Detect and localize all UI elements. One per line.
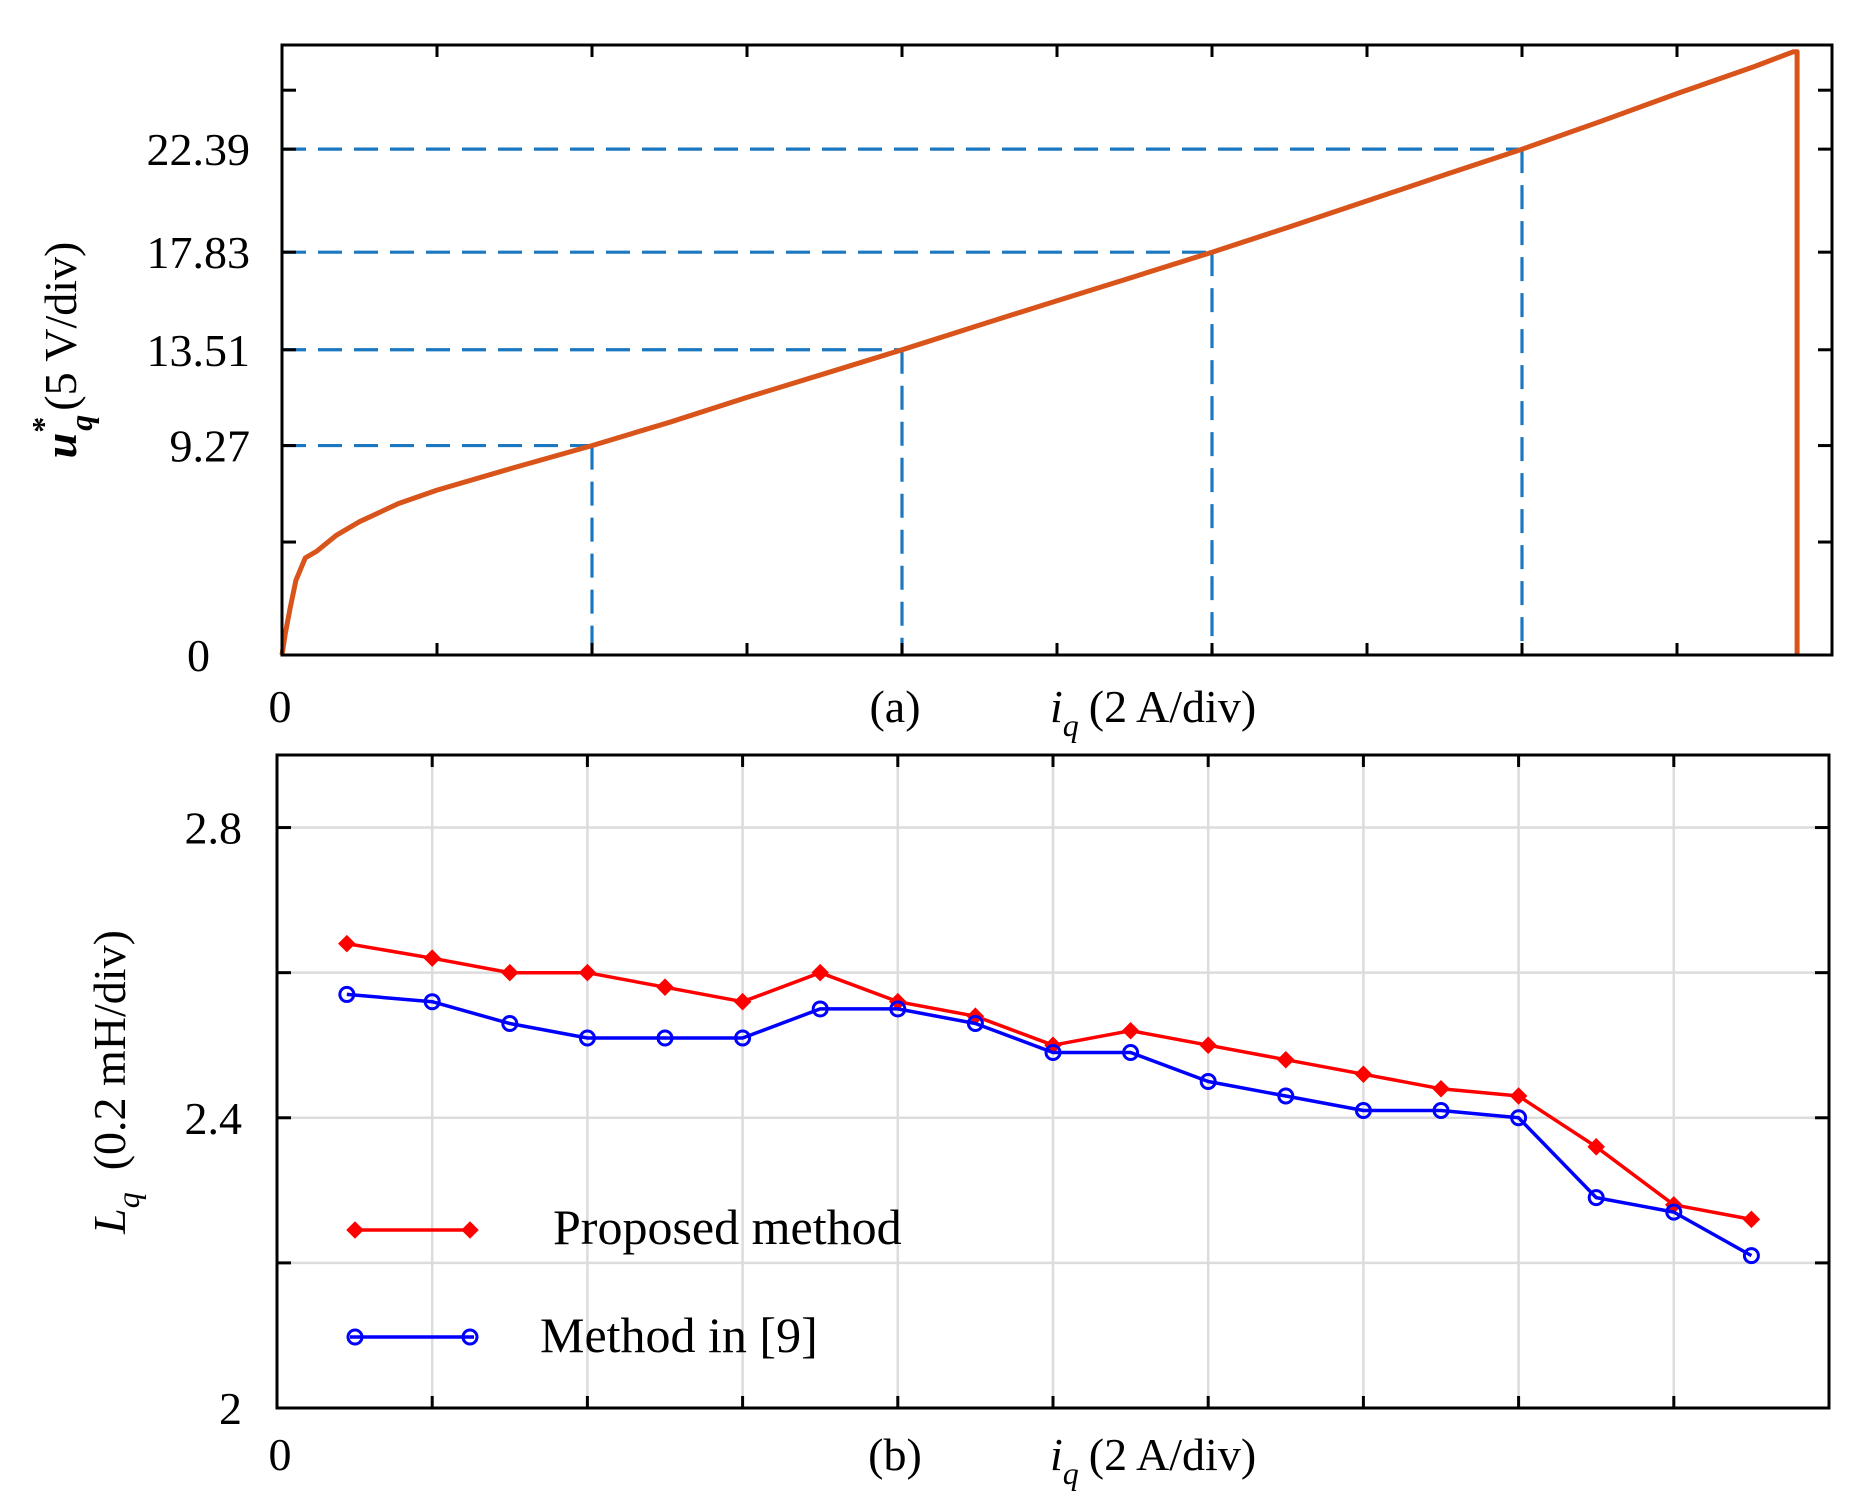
method9-line [346, 992, 1753, 1258]
panel-a-y-tick-label: 9.27 [170, 421, 251, 472]
panel-b-x-label-unit: (2 A/div) [1089, 1429, 1256, 1480]
method9-point [966, 1014, 984, 1032]
panel-a-y-tick-labels: 0 9.27 13.51 17.83 22.39 [147, 124, 251, 681]
panel-b: 22.42.8 0 Lq(0.2 mH/div) (b) iq (2 A/div)… [84, 753, 1831, 1491]
legend-proposed-label: Proposed method [553, 1199, 902, 1255]
panel-a-series [279, 49, 1800, 656]
proposed-method-point [1354, 1065, 1373, 1084]
method9-point [1199, 1073, 1217, 1090]
method9-point [1587, 1189, 1605, 1207]
panel-b-y-label-unit: (0.2 mH/div) [84, 930, 135, 1170]
panel-b-series [338, 934, 1761, 1265]
panel-b-ticks [277, 755, 1829, 1408]
legend-proposed-sample [346, 1221, 479, 1239]
panel-b-y-axis-label: Lq (0.2 mH/div) [84, 930, 146, 1235]
method9-point [656, 1029, 674, 1047]
proposed-method-point [1742, 1210, 1761, 1229]
legend-method9-sample [346, 1328, 479, 1346]
method9-point [1277, 1087, 1295, 1105]
method9-point [1122, 1043, 1140, 1061]
proposed-method-point [1277, 1050, 1295, 1069]
method9-point [338, 985, 356, 1003]
panel-b-y-label-symbol: L [84, 1208, 135, 1235]
method9-point [811, 1000, 829, 1018]
legend-proposed-marker [461, 1221, 479, 1239]
panel-b-y-tick-label: 2.8 [185, 803, 243, 854]
panel-a-y-label-sup: * [25, 417, 61, 433]
panel-b-y-tick-label: 2.4 [185, 1093, 243, 1144]
legend-item-method9: Method in [9] [346, 1307, 818, 1363]
method9-point [501, 1014, 519, 1032]
panel-a-x-label-unit: (2 A/div) [1089, 681, 1256, 732]
method9-point [889, 1000, 907, 1018]
panel-b-y-tick-labels: 2 2.4 2.8 [185, 803, 243, 1434]
panel-a-y-label-sub: q [63, 415, 99, 431]
panel-a-caption: (a) [869, 681, 920, 732]
legend-proposed-marker [346, 1221, 364, 1239]
panel-a-y-axis-label: u*q (5 V/div) [25, 242, 99, 459]
panel-b-legend: Proposed method Method in [9] [346, 1199, 902, 1363]
panel-a-y-tick-label: 22.39 [147, 124, 251, 175]
method9-point [1354, 1102, 1372, 1120]
panel-a-guides [282, 147, 1524, 655]
panel-a-ticks [282, 45, 1832, 655]
panel-a-y-tick-label: 17.83 [147, 227, 251, 278]
proposed-method-line [346, 941, 1752, 1222]
method9-point [734, 1029, 752, 1047]
legend-method9-marker [461, 1328, 479, 1346]
proposed-method-point [338, 934, 356, 953]
panel-b-y-label-sub: q [110, 1192, 146, 1208]
proposed-method-point [423, 949, 441, 967]
method9-point [1510, 1109, 1528, 1127]
panel-a-series-line [279, 49, 1800, 656]
panel-b-x-label-sub: q [1063, 1455, 1079, 1491]
panel-a-y-label-symbol: u [35, 433, 86, 459]
method9-point [578, 1029, 596, 1047]
proposed-method-point [1121, 1021, 1140, 1040]
panel-a-y-label-unit: (5 V/div) [35, 242, 86, 411]
proposed-method-point [1199, 1036, 1217, 1054]
method9-point [1044, 1043, 1062, 1061]
method9-point [1665, 1203, 1683, 1221]
legend-method9-label: Method in [9] [540, 1307, 818, 1363]
panel-a-x-label-sub: q [1063, 707, 1079, 743]
panel-a-x-axis-label: iq (2 A/div) [1050, 681, 1256, 743]
proposed-method-point [811, 963, 829, 982]
proposed-method-point [1432, 1079, 1450, 1098]
legend-item-proposed: Proposed method [346, 1199, 902, 1255]
panel-a-y-tick-label: 0 [187, 630, 210, 681]
proposed-method-point [733, 992, 752, 1011]
panel-a-x-label-symbol: i [1050, 681, 1063, 732]
proposed-method-point [501, 963, 519, 982]
method9-point [423, 993, 441, 1011]
proposed-method-point [578, 963, 597, 982]
panel-b-x-axis-label: iq (2 A/div) [1050, 1429, 1256, 1491]
panel-a-y-tick-label: 13.51 [147, 325, 251, 376]
proposed-method-point [656, 978, 674, 996]
panel-a-x-origin-label: 0 [269, 681, 292, 732]
panel-b-y-tick-label: 2 [219, 1383, 242, 1434]
panel-b-caption: (b) [868, 1429, 922, 1480]
legend-method9-marker [346, 1328, 364, 1346]
panel-b-x-origin-label: 0 [269, 1429, 292, 1480]
panel-b-grid [277, 755, 1829, 1408]
proposed-method-point [1587, 1138, 1605, 1156]
method9-point [1742, 1247, 1760, 1265]
method9-point [1432, 1102, 1450, 1120]
panel-b-x-label-symbol: i [1050, 1429, 1063, 1480]
proposed-method-point [1509, 1087, 1528, 1105]
